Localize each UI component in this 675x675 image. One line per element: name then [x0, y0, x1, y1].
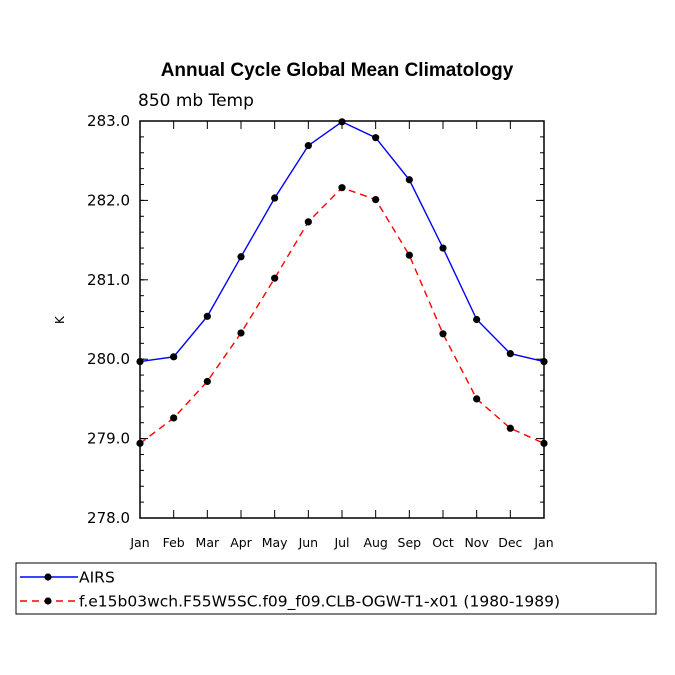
data-point: [338, 118, 346, 126]
axis-ticks: Jan Feb Mar Apr May Jun Jul Aug Sep Oct Nov Dec Jan 2…: [87, 112, 554, 550]
series-line: [139, 186, 545, 445]
data-point: [372, 134, 380, 142]
data-point: [170, 353, 178, 361]
data-point: [439, 330, 447, 338]
data-point: [271, 274, 279, 282]
x-tick-label: Jun: [298, 535, 319, 550]
chart-subtitle: 850 mb Temp: [138, 91, 254, 111]
y-tick-label: 281.0: [87, 271, 130, 289]
data-point: [405, 176, 413, 184]
legend-label: AIRS: [79, 569, 115, 587]
x-tick-label: Nov: [464, 535, 489, 550]
data-point: [405, 251, 413, 259]
y-tick-label: 279.0: [87, 430, 130, 448]
data-point: [237, 329, 245, 337]
plot-frame: [139, 120, 545, 519]
data-point: [506, 424, 514, 432]
series-layer: [136, 118, 548, 447]
data-point: [540, 357, 548, 366]
series-line: [139, 120, 545, 363]
y-tick-label: 278.0: [87, 509, 130, 527]
data-point: [304, 142, 312, 150]
data-point: [170, 414, 178, 422]
data-point: [372, 196, 380, 204]
data-point: [271, 194, 279, 202]
x-tick-label: Dec: [498, 535, 522, 550]
x-tick-label: May: [262, 535, 288, 550]
x-tick-label: Sep: [398, 535, 422, 550]
data-point: [203, 312, 211, 320]
legend-item-1: f.e15b03wch.F55W5SC.f09_f09.CLB-OGW-T1-x…: [20, 593, 560, 612]
x-tick-label: Jul: [333, 535, 349, 550]
data-point: [473, 315, 481, 324]
x-tick-label: Oct: [432, 535, 454, 550]
data-point: [136, 439, 144, 447]
data-point: [136, 357, 144, 366]
legend: AIRS f.e15b03wch.F55W5SC.f09_f09.CLB-OGW-…: [20, 569, 560, 612]
series-0: [136, 118, 548, 366]
series-1: [136, 184, 548, 447]
data-point: [203, 377, 211, 386]
legend-marker: [44, 573, 52, 581]
data-point: [439, 244, 447, 252]
y-tick-label: 280.0: [87, 350, 130, 368]
data-point: [338, 184, 346, 192]
data-point: [506, 350, 514, 358]
x-tick-label: Feb: [163, 535, 185, 550]
data-point: [237, 253, 245, 261]
data-point: [540, 439, 548, 447]
legend-marker: [44, 597, 52, 605]
legend-label: f.e15b03wch.F55W5SC.f09_f09.CLB-OGW-T1-x…: [79, 593, 560, 612]
y-axis-label: K: [53, 315, 67, 324]
chart-title: Annual Cycle Global Mean Climatology: [161, 60, 514, 81]
x-tick-label: Apr: [230, 535, 252, 550]
data-point: [304, 218, 312, 226]
x-tick-label: Aug: [363, 535, 387, 550]
x-tick-label: Jan: [533, 535, 553, 550]
x-tick-label: Mar: [196, 535, 220, 550]
legend-box: [15, 562, 657, 615]
y-tick-label: 282.0: [87, 191, 130, 209]
data-point: [473, 395, 481, 403]
legend-item-0: AIRS: [20, 569, 115, 587]
y-tick-label: 283.0: [87, 112, 130, 130]
x-tick-label: Jan: [129, 535, 149, 550]
